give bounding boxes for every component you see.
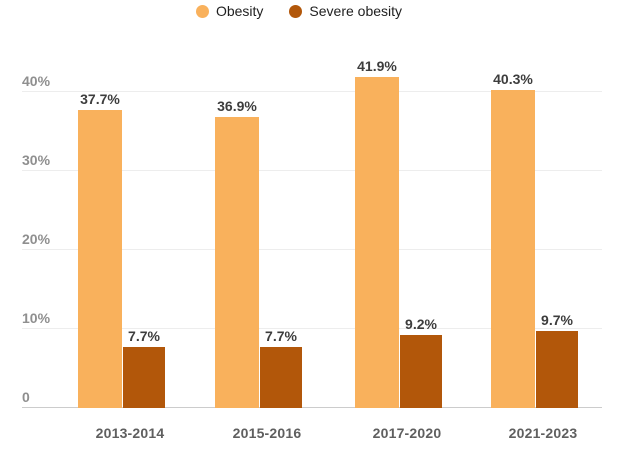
x-axis-label: 2017-2020 (372, 425, 442, 441)
gridline-30 (22, 170, 602, 171)
bar-obesity-2021-2023 (491, 89, 535, 408)
y-tick-label: 20% (22, 231, 51, 247)
chart-legend: Obesity Severe obesity (0, 2, 611, 20)
y-tick-label: 10% (22, 310, 51, 326)
x-axis-line (22, 407, 602, 408)
gridline-20 (22, 249, 602, 250)
legend-item-obesity: Obesity (195, 2, 264, 20)
x-axis-label: 2021-2023 (508, 425, 578, 441)
gridline-10 (22, 328, 602, 329)
bar-obesity-2015-2016 (215, 116, 259, 408)
bar-severe-obesity-2013-2014 (123, 347, 165, 408)
y-tick-label: 40% (22, 73, 51, 89)
bar-severe-obesity-2021-2023 (536, 331, 578, 408)
bar-value-label: 41.9% (357, 58, 397, 74)
x-axis-label: 2013-2014 (95, 425, 165, 441)
legend-label: Obesity (215, 3, 264, 19)
bar-obesity-2017-2020 (355, 77, 399, 408)
bar-value-label: 9.2% (405, 316, 437, 333)
legend-swatch-circle-icon (195, 4, 209, 18)
bar-value-label: 37.7% (80, 91, 120, 108)
bar-value-label: 40.3% (493, 70, 533, 87)
gridline-40 (22, 91, 602, 92)
legend-label: Severe obesity (309, 3, 403, 19)
bar-value-label: 7.7% (265, 328, 297, 345)
bar-severe-obesity-2017-2020 (400, 335, 442, 408)
bar-value-label: 9.7% (541, 312, 573, 329)
bar-severe-obesity-2015-2016 (260, 347, 302, 408)
bar-value-label: 36.9% (217, 97, 257, 114)
bar-value-label: 7.7% (128, 328, 160, 345)
y-tick-label: 0 (22, 389, 30, 405)
bar-obesity-2013-2014 (78, 110, 122, 408)
legend-swatch-circle-icon (289, 4, 303, 18)
x-axis-label: 2015-2016 (232, 425, 302, 441)
y-tick-label: 30% (22, 152, 51, 168)
legend-item-severe-obesity: Severe obesity (289, 2, 402, 20)
